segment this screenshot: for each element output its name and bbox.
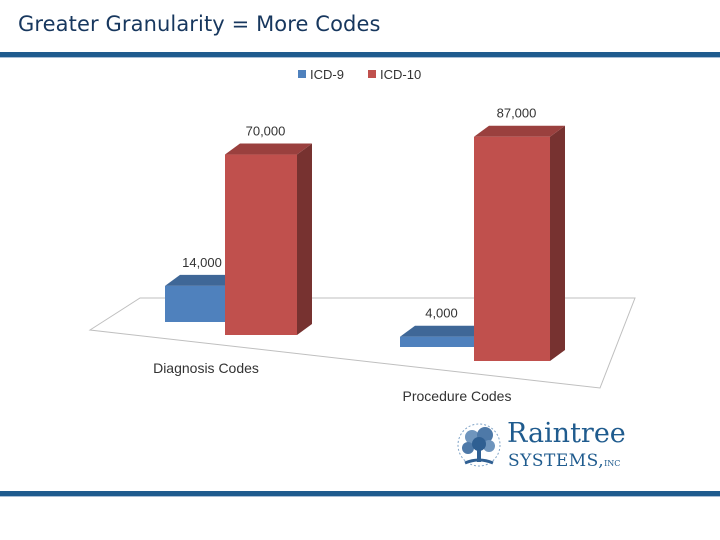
top-rule [0,52,720,57]
chart-data-labels: 14,000 70,000 4,000 87,000 [182,106,536,321]
top-rule-accent [0,57,720,58]
tree-logo-icon [457,423,501,467]
bottom-rule [0,491,720,496]
data-label-icd-10-1: 87,000 [497,106,537,121]
bottom-rule-accent [0,496,720,497]
data-label-icd-9-0: 14,000 [182,255,222,270]
slide-title: Greater Granularity = More Codes [18,12,381,36]
logo-suffix: INC [604,459,621,468]
chart-bars [165,125,565,361]
legend-label-icd-10: ICD-10 [380,67,421,82]
category-label-diagnosis-codes: Diagnosis Codes [153,360,259,376]
logo-subtitle: SYSTEMS,INC [508,451,620,471]
raintree-logo: Raintree SYSTEMS,INC [455,418,645,472]
chart-category-labels: Diagnosis Codes Procedure Codes [153,360,511,404]
data-label-icd-9-1: 4,000 [425,306,458,321]
legend-swatch-icd-9 [298,70,306,78]
category-label-procedure-codes: Procedure Codes [403,388,512,404]
data-label-icd-10-0: 70,000 [246,124,286,139]
bar-icd-10-diagnosis-codes [225,143,312,335]
logo-name: Raintree [507,418,626,449]
bar-icd-10-procedure-codes [474,125,565,361]
logo-subtitle-text: SYSTEMS, [508,451,605,471]
legend-label-icd-9: ICD-9 [310,67,344,82]
legend-swatch-icd-10 [368,70,376,78]
chart-legend: ICD-9 ICD-10 [298,67,421,82]
